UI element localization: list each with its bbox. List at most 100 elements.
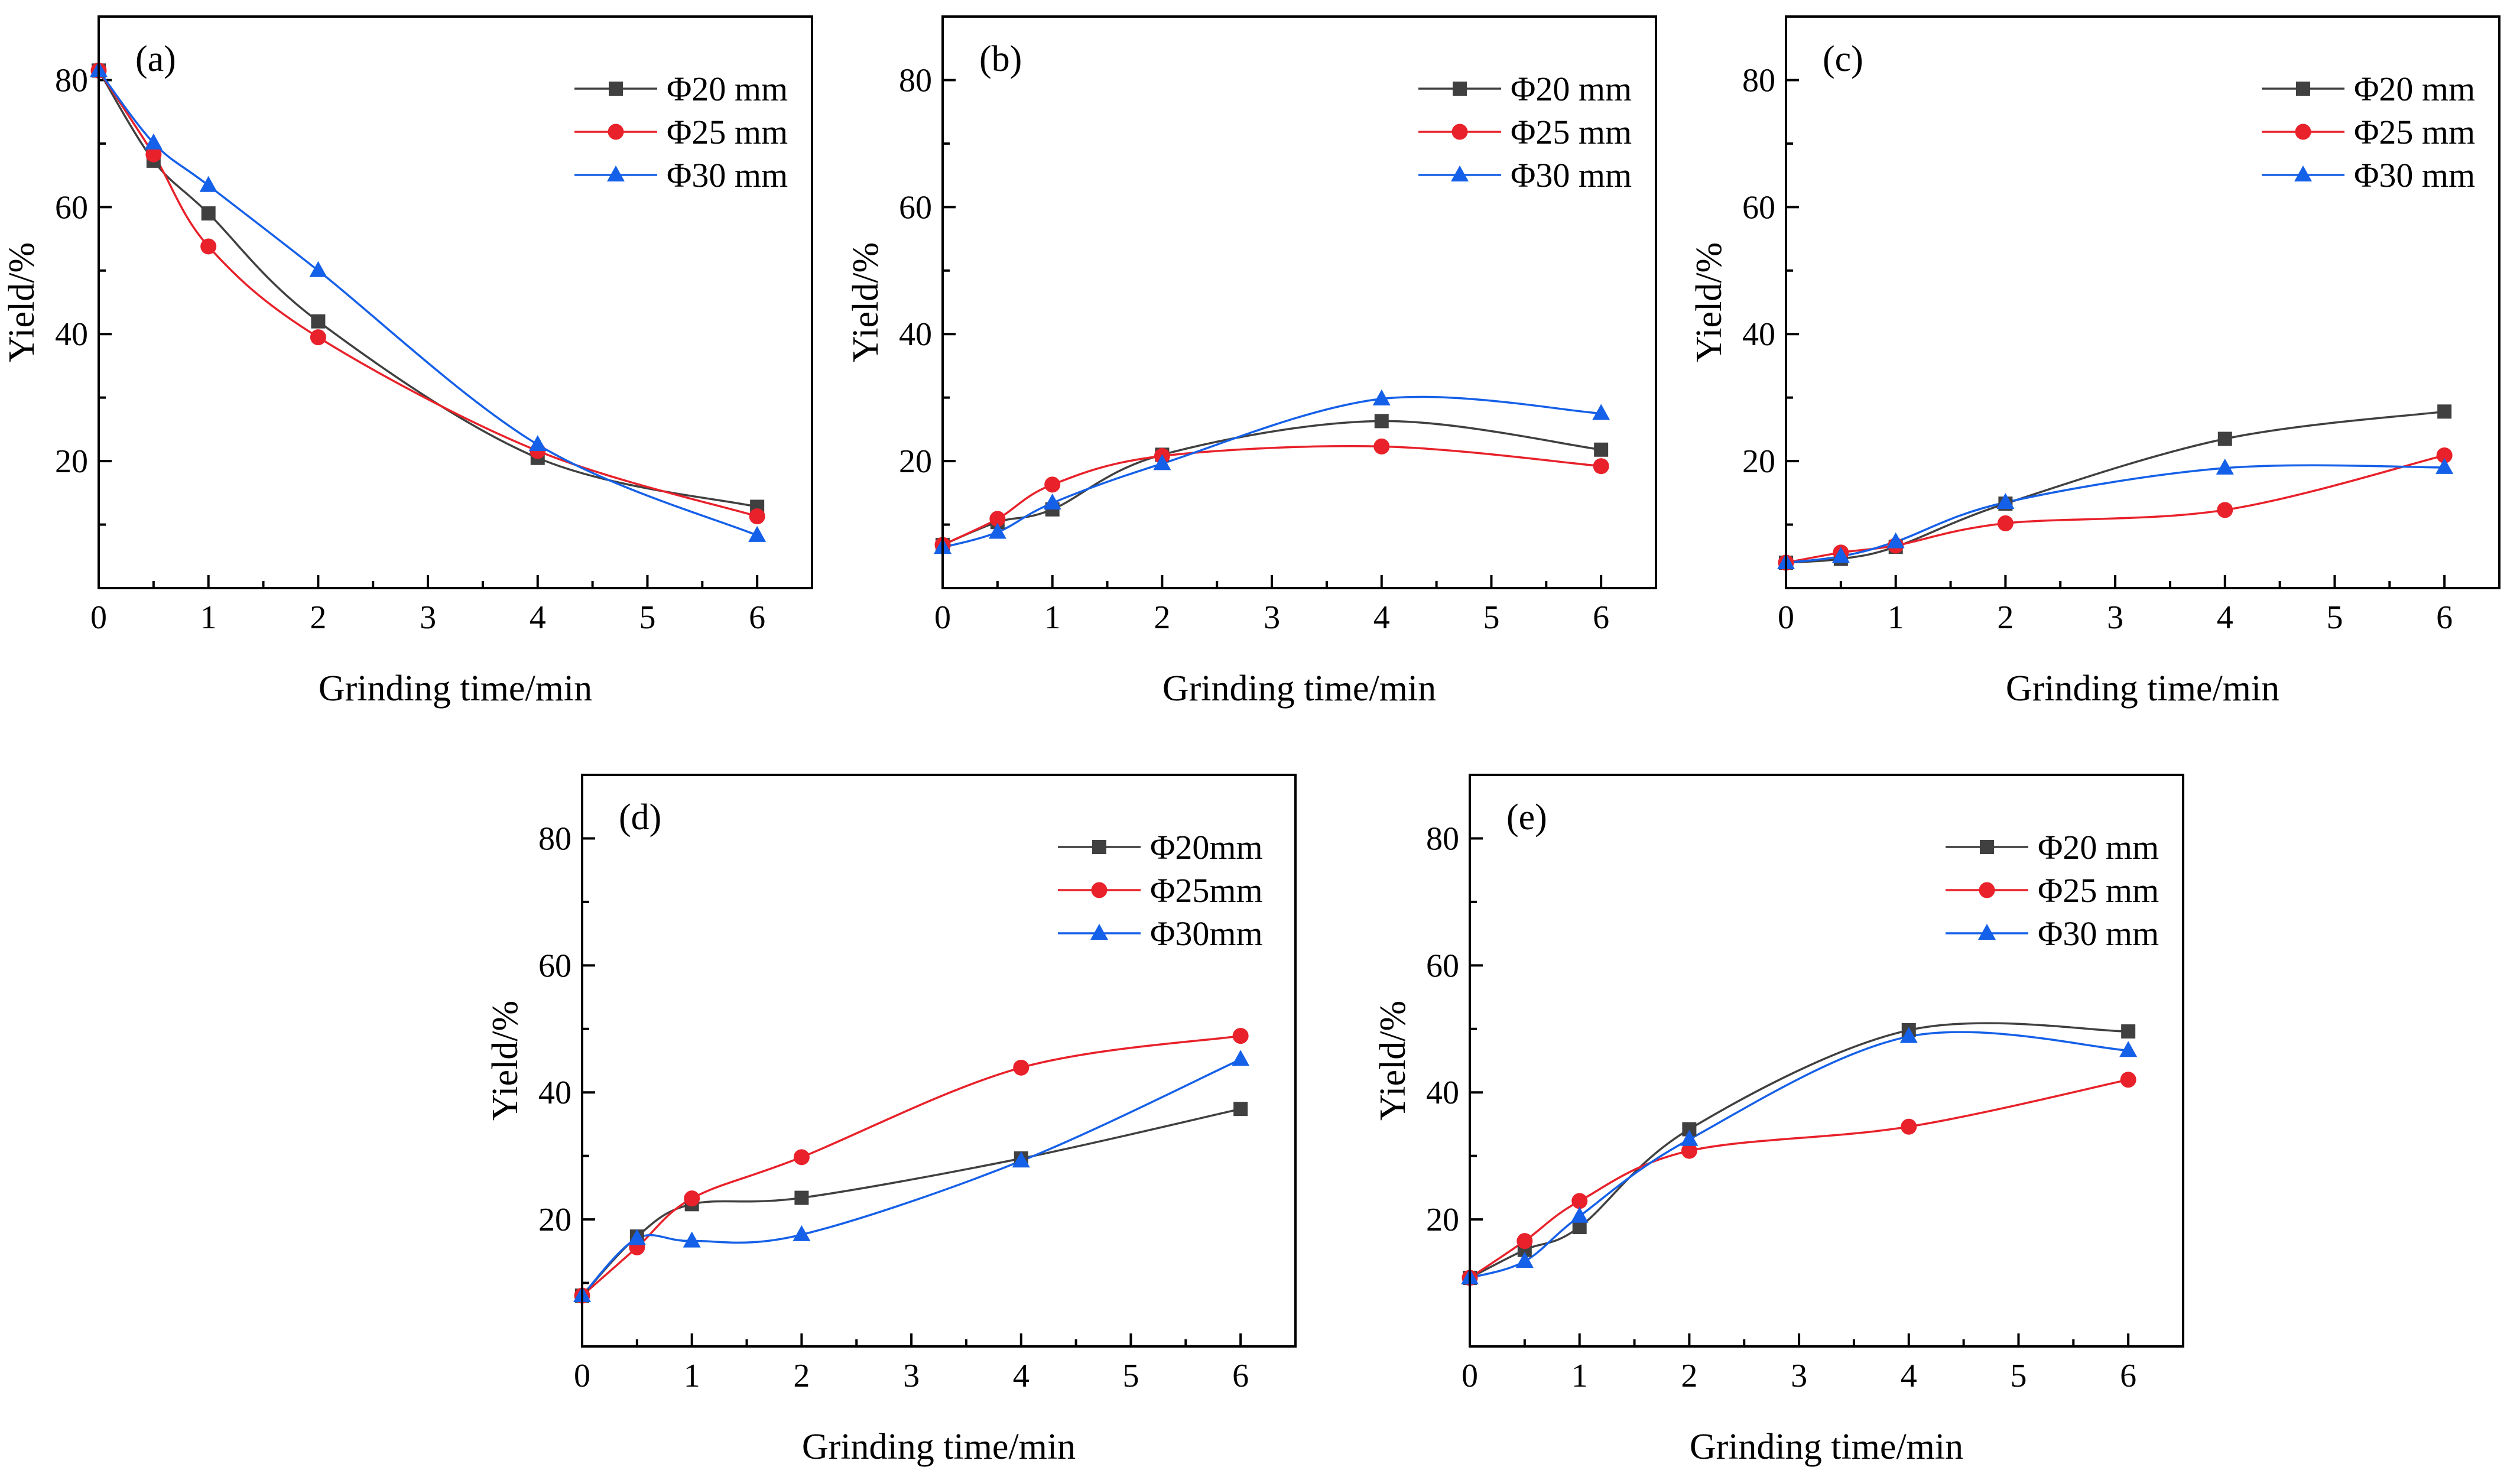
legend-entry-phi30: Φ30 mm (574, 156, 788, 194)
data-point-phi30 (528, 435, 547, 452)
x-axis-title: Grinding time/min (319, 668, 592, 709)
y-tick-label: 80 (1426, 820, 1459, 857)
data-point-phi30 (793, 1225, 811, 1241)
legend-label: Φ20mm (1150, 828, 1263, 866)
data-point-phi20 (1233, 1102, 1248, 1117)
x-tick-label: 5 (639, 599, 655, 636)
y-axis-title: Yield/% (485, 1001, 525, 1121)
data-point-phi30 (144, 133, 163, 150)
chart-panel-c: 0 1 2 3 4 5 6 20 40 60 80 (c) Φ20 mm Φ25 mm Φ30 mm Grin… (1689, 15, 2500, 709)
data-point-phi25 (1593, 458, 1609, 475)
legend-entry-phi30: Φ30 mm (1946, 914, 2159, 953)
y-tick-label: 40 (1742, 316, 1775, 353)
y-tick-label: 40 (538, 1075, 571, 1111)
x-tick-label: 2 (1681, 1358, 1697, 1394)
data-point-phi25 (749, 508, 765, 525)
panel-label: (c) (1823, 39, 1863, 79)
legend-marker-phi25 (608, 124, 624, 140)
series-line-phi20 (98, 69, 758, 508)
panel-label: (a) (135, 39, 176, 79)
data-point-phi20 (1374, 414, 1389, 429)
data-point-phi30 (199, 176, 217, 192)
legend-label: Φ30mm (1150, 914, 1263, 953)
legend-entry-phi25: Φ25 mm (574, 113, 788, 151)
plot-frame (1785, 15, 2500, 589)
data-point-phi25 (145, 146, 162, 163)
x-tick-label: 3 (420, 599, 436, 636)
y-axis-title: Yield/% (2, 242, 42, 362)
x-tick-label: 0 (934, 599, 951, 636)
plot-frame (98, 15, 813, 589)
x-tick-label: 6 (2120, 1358, 2136, 1394)
data-point-phi25 (1571, 1193, 1588, 1209)
y-tick-label: 80 (55, 62, 88, 99)
legend-entry-phi30: Φ30mm (1058, 914, 1263, 953)
x-tick-label: 4 (1901, 1358, 1917, 1394)
x-axis-title: Grinding time/min (802, 1427, 1076, 1467)
panel-label: (e) (1506, 797, 1547, 838)
x-axis-title: Grinding time/min (1690, 1427, 1963, 1467)
legend-label: Φ20 mm (667, 70, 788, 108)
data-point-phi30 (683, 1231, 701, 1248)
legend-label: Φ30 mm (1511, 156, 1632, 194)
series-line-phi25 (941, 445, 1602, 546)
x-tick-label: 3 (1791, 1358, 1807, 1394)
legend-marker-phi20 (609, 82, 623, 96)
data-point-phi30 (748, 525, 767, 542)
y-tick-label: 60 (899, 189, 932, 226)
x-tick-label: 2 (1154, 599, 1170, 636)
data-point-phi25 (1516, 1233, 1533, 1249)
series-line-phi20 (941, 420, 1602, 546)
series-line-phi20 (1469, 1022, 2129, 1279)
x-tick-label: 3 (1264, 599, 1280, 636)
data-point-phi25 (1373, 438, 1390, 455)
x-tick-label: 4 (530, 599, 546, 636)
data-point-phi30 (1232, 1050, 1250, 1066)
data-point-phi30 (1570, 1206, 1589, 1223)
legend-label: Φ25 mm (2038, 871, 2159, 910)
y-tick-label: 80 (899, 62, 932, 99)
x-tick-label: 1 (1888, 599, 1904, 636)
legend-label: Φ20 mm (2354, 70, 2475, 108)
x-tick-label: 6 (2436, 599, 2453, 636)
data-point-phi30 (1372, 389, 1391, 405)
legend-label: Φ25 mm (667, 113, 788, 151)
x-tick-label: 5 (2326, 599, 2343, 636)
legend-marker-phi30 (2294, 165, 2312, 181)
y-tick-label: 60 (1742, 189, 1775, 226)
data-point-phi25 (2436, 447, 2453, 463)
data-point-phi30 (1012, 1151, 1030, 1168)
legend-entry-phi30: Φ30 mm (2262, 156, 2475, 194)
data-point-phi30 (1153, 454, 1171, 470)
x-tick-label: 5 (1483, 599, 1499, 636)
data-point-phi30 (1592, 404, 1610, 420)
data-point-phi20 (201, 206, 216, 221)
data-point-phi20 (2121, 1024, 2136, 1039)
data-point-phi20 (2437, 404, 2452, 419)
data-point-phi20 (311, 314, 326, 329)
x-tick-label: 3 (2107, 599, 2123, 636)
data-point-phi20 (2217, 431, 2232, 446)
data-point-phi30 (1680, 1130, 1699, 1146)
x-tick-label: 4 (1013, 1358, 1030, 1394)
legend-marker-phi30 (1451, 165, 1469, 181)
legend-marker-phi20 (2296, 82, 2310, 96)
x-tick-label: 1 (1571, 1358, 1588, 1394)
data-point-phi25 (989, 511, 1006, 527)
x-tick-label: 5 (2010, 1358, 2027, 1394)
legend-entry-phi20: Φ20 mm (1418, 70, 1632, 108)
x-tick-label: 2 (1997, 599, 2014, 636)
y-tick-label: 60 (1426, 947, 1459, 984)
panel-label: (b) (979, 39, 1022, 79)
legend-entry-phi25: Φ25 mm (1946, 871, 2159, 910)
legend-label: Φ20 mm (1511, 70, 1632, 108)
data-point-phi25 (1901, 1118, 1917, 1135)
data-point-phi20 (1594, 442, 1609, 457)
x-tick-label: 0 (574, 1358, 590, 1394)
legend-marker-phi30 (607, 165, 625, 181)
y-tick-label: 60 (55, 189, 88, 226)
y-tick-label: 40 (1426, 1075, 1459, 1111)
legend-marker-phi20 (1453, 82, 1467, 96)
legend-marker-phi25 (1091, 882, 1108, 898)
